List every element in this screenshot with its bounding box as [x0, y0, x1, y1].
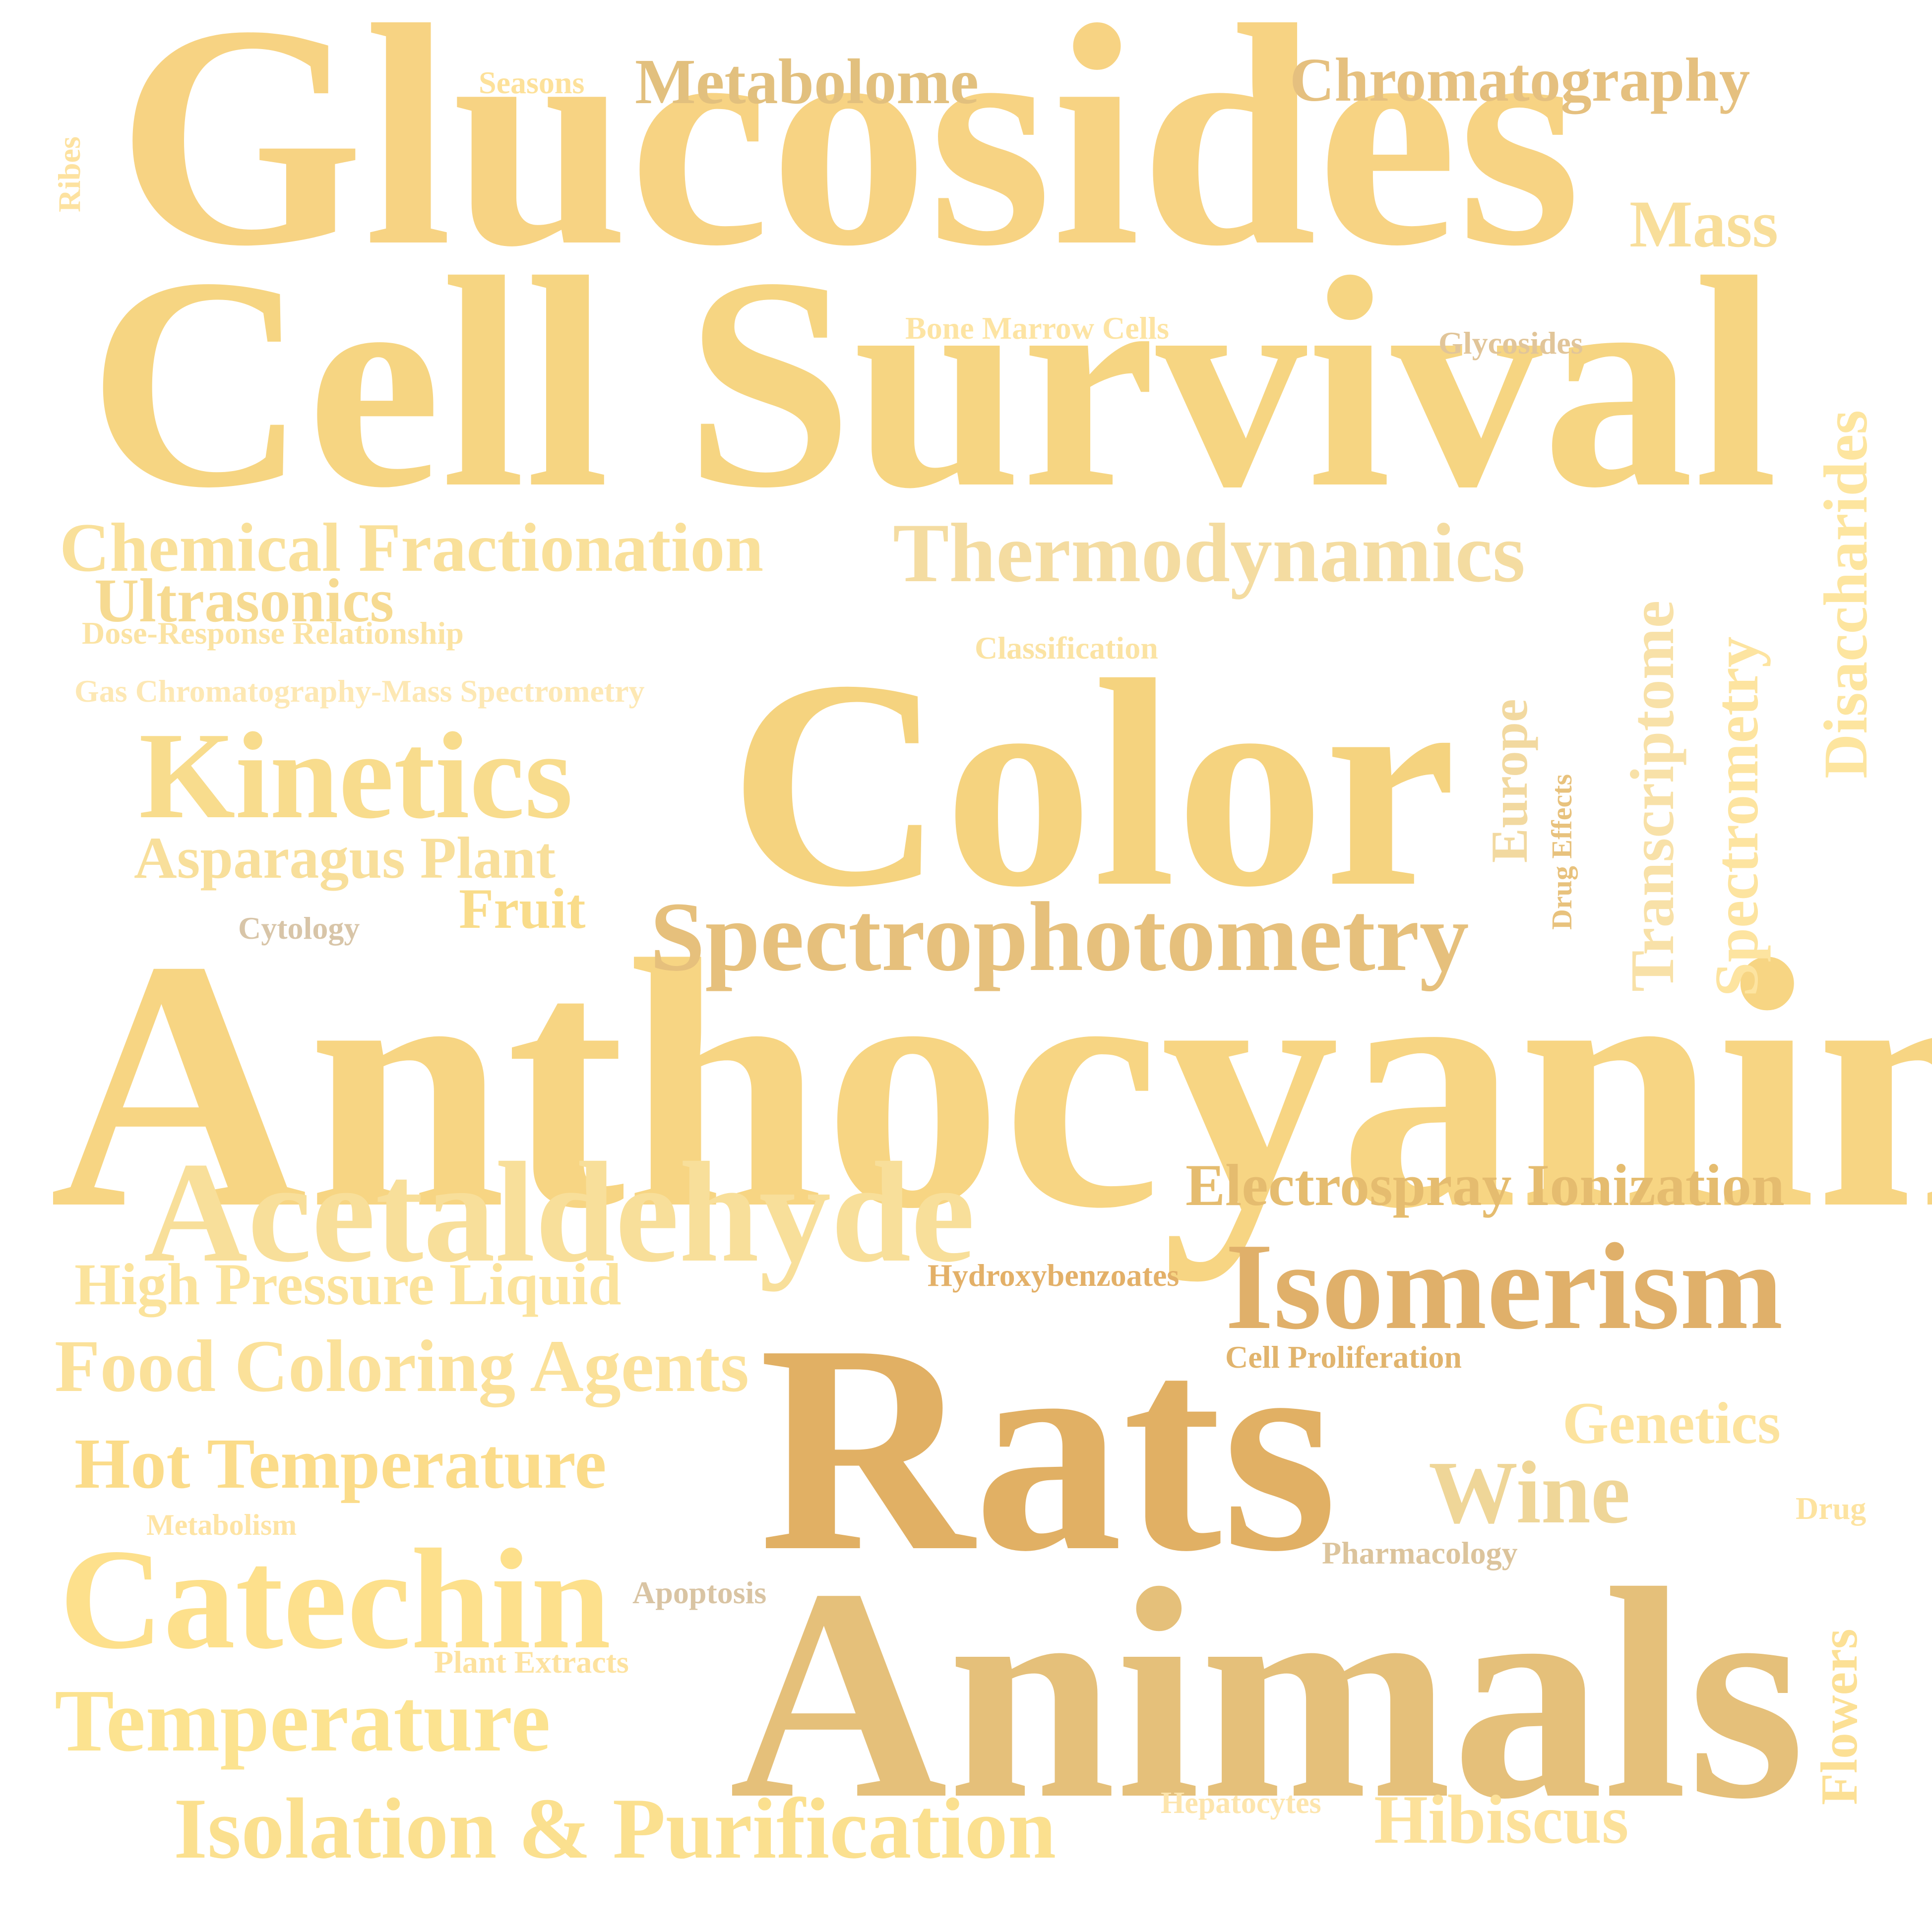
word-rats: Rats: [759, 1283, 1338, 1613]
word-bone-marrow-cells: Bone Marrow Cells: [905, 310, 1170, 346]
word-drug: Drug: [1796, 1491, 1867, 1526]
word-thermodynamics: Thermodynamics: [893, 506, 1525, 600]
word-temperature: Temperature: [55, 1671, 551, 1770]
word-transcriptome: Transcriptome: [1619, 600, 1687, 992]
word-cell-proliferation: Cell Proliferation: [1225, 1339, 1462, 1375]
word-kinetics: Kinetics: [139, 707, 573, 845]
word-isolation-purification: Isolation & Purification: [174, 1780, 1057, 1876]
word-apoptosis: Apoptosis: [632, 1575, 767, 1610]
word-asparagus-plant: Asparagus Plant: [134, 825, 556, 891]
word-hepatocytes: Hepatocytes: [1161, 1786, 1321, 1820]
word-wine: Wine: [1429, 1443, 1630, 1542]
word-chromatography: Chromatography: [1290, 46, 1750, 115]
word-cytology: Cytology: [238, 910, 360, 946]
word-ribes: Ribes: [52, 136, 87, 212]
word-metabolism: Metabolism: [146, 1509, 297, 1541]
word-metabolome: Metabolome: [635, 46, 979, 118]
word-classification: Classification: [975, 630, 1158, 665]
word-acetaldehyde: Acetaldehyde: [144, 1133, 975, 1292]
word-animals: Animals: [729, 1526, 1806, 1861]
word-hot-temperature: Hot Temperature: [74, 1424, 607, 1504]
word-plant-extracts: Plant Extracts: [434, 1644, 629, 1680]
word-color: Color: [729, 618, 1457, 948]
word-hydroxybenzoates: Hydroxybenzoates: [928, 1258, 1180, 1293]
word-chemical-fractionation: Chemical Fractionation: [60, 509, 764, 586]
word-catechin: Catechin: [60, 1519, 611, 1679]
word-cell-survival: Cell Survival: [88, 215, 1778, 550]
word-gas-chromatography-mass-spectrometry: Gas Chromatography-Mass Spectrometry: [74, 673, 645, 709]
word-flowers: Flowers: [1810, 1629, 1868, 1805]
word-isomerism: Isomerism: [1225, 1218, 1783, 1355]
word-mass: Mass: [1629, 187, 1778, 261]
word-ultrasonics: Ultrasonics: [94, 567, 394, 635]
word-hibiscus: Hibiscus: [1374, 1781, 1629, 1858]
word-pharmacology: Pharmacology: [1322, 1535, 1518, 1570]
word-dose-response-relationship: Dose-Response Relationship: [82, 615, 464, 651]
word-glycosides: Glycosides: [1438, 325, 1583, 361]
word-food-coloring-agents: Food Coloring Agents: [55, 1325, 749, 1407]
word-fruit: Fruit: [459, 877, 586, 940]
word-disaccharides: Disaccharides: [1812, 410, 1880, 779]
word-glucosides: Glucosides: [117, 0, 1581, 311]
word-drug-effects: Drug Effects: [1546, 774, 1578, 930]
word-spectrophotometry: Spectrophotometry: [650, 882, 1469, 992]
word-anthocyanins: Anthocyanins: [50, 886, 1932, 1282]
word-high-pressure-liquid: High Pressure Liquid: [74, 1251, 622, 1317]
word-spectrometry: Spectrometry: [1703, 636, 1771, 997]
word-electrospray-ionization: Electrospray Ionization: [1185, 1152, 1785, 1218]
word-seasons: Seasons: [479, 65, 585, 100]
word-europe: Europe: [1480, 699, 1538, 863]
word-genetics: Genetics: [1562, 1390, 1781, 1456]
